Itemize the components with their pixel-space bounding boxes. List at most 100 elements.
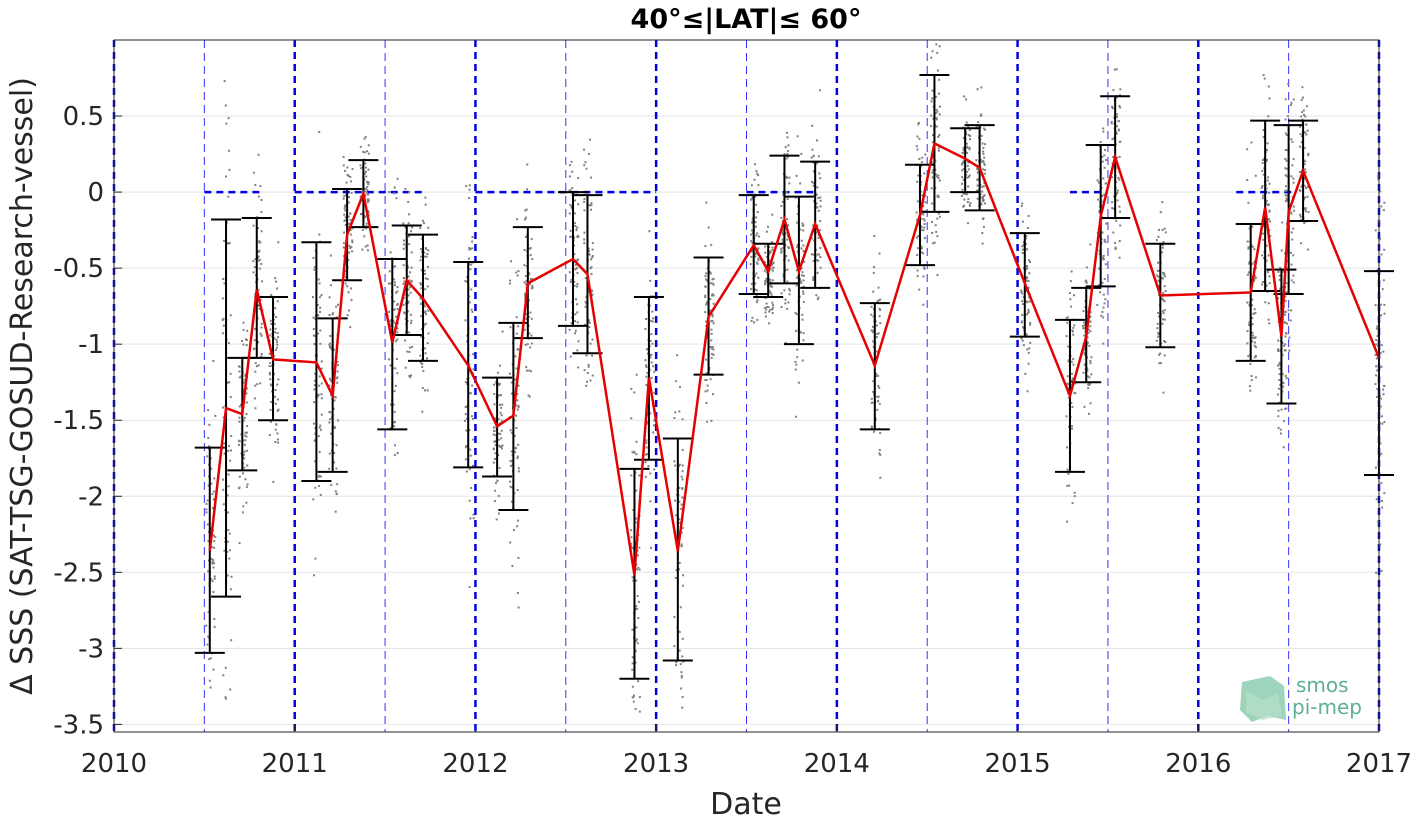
scatter-point bbox=[870, 426, 873, 429]
scatter-point bbox=[755, 170, 758, 173]
scatter-point bbox=[938, 113, 941, 116]
scatter-point bbox=[1027, 351, 1030, 354]
scatter-point bbox=[1118, 205, 1121, 208]
scatter-point bbox=[497, 454, 500, 457]
scatter-point bbox=[1254, 276, 1257, 279]
scatter-point bbox=[313, 574, 316, 577]
scatter-point bbox=[1305, 133, 1308, 136]
scatter-point bbox=[1268, 275, 1271, 278]
scatter-point bbox=[583, 231, 586, 234]
scatter-point bbox=[1261, 162, 1264, 165]
scatter-point bbox=[366, 189, 369, 192]
scatter-point bbox=[819, 196, 822, 199]
scatter-point bbox=[1022, 344, 1025, 347]
scatter-point bbox=[313, 384, 316, 387]
scatter-point bbox=[1248, 262, 1251, 265]
scatter-point bbox=[1070, 305, 1073, 308]
scatter-point bbox=[406, 266, 409, 269]
scatter-point bbox=[1071, 330, 1074, 333]
scatter-point bbox=[818, 172, 821, 175]
scatter-point bbox=[803, 250, 806, 253]
scatter-point bbox=[937, 195, 940, 198]
scatter-point bbox=[365, 191, 368, 194]
scatter-point bbox=[260, 334, 263, 337]
scatter-point bbox=[930, 125, 933, 128]
scatter-point bbox=[1074, 392, 1077, 395]
scatter-point bbox=[1284, 299, 1287, 302]
scatter-point bbox=[1377, 175, 1380, 178]
scatter-point bbox=[800, 267, 803, 270]
scatter-point bbox=[675, 664, 678, 667]
scatter-point bbox=[320, 294, 323, 297]
scatter-point bbox=[877, 332, 880, 335]
scatter-point bbox=[645, 383, 648, 386]
scatter-point bbox=[795, 276, 798, 279]
scatter-point bbox=[226, 511, 229, 514]
scatter-point bbox=[750, 282, 753, 285]
scatter-point bbox=[1087, 387, 1090, 390]
scatter-point bbox=[1290, 231, 1293, 234]
scatter-point bbox=[800, 152, 803, 155]
scatter-point bbox=[206, 499, 209, 502]
scatter-point bbox=[630, 417, 633, 420]
scatter-point bbox=[259, 382, 262, 385]
scatter-point bbox=[1086, 336, 1089, 339]
scatter-point bbox=[931, 176, 934, 179]
scatter-point bbox=[1285, 159, 1288, 162]
scatter-point bbox=[984, 143, 987, 146]
scatter-point bbox=[211, 493, 214, 496]
scatter-point bbox=[590, 208, 593, 211]
scatter-point bbox=[938, 92, 941, 95]
scatter-point bbox=[1066, 520, 1069, 523]
scatter-point bbox=[528, 395, 531, 398]
scatter-point bbox=[500, 414, 503, 417]
scatter-point bbox=[1254, 311, 1257, 314]
scatter-point bbox=[319, 329, 322, 332]
scatter-point bbox=[681, 496, 684, 499]
scatter-point bbox=[470, 288, 473, 291]
scatter-point bbox=[318, 485, 321, 488]
scatter-point bbox=[501, 403, 504, 406]
scatter-point bbox=[349, 175, 352, 178]
scatter-point bbox=[388, 310, 391, 313]
scatter-point bbox=[1025, 333, 1028, 336]
scatter-point bbox=[583, 200, 586, 203]
scatter-point bbox=[517, 519, 520, 522]
scatter-point bbox=[965, 142, 968, 145]
scatter-point bbox=[494, 439, 497, 442]
scatter-point bbox=[569, 355, 572, 358]
scatter-point bbox=[346, 285, 349, 288]
scatter-point bbox=[407, 300, 410, 303]
scatter-point bbox=[591, 256, 594, 259]
scatter-point bbox=[771, 279, 774, 282]
scatter-point bbox=[1103, 239, 1106, 242]
scatter-point bbox=[983, 194, 986, 197]
scatter-point bbox=[1307, 152, 1310, 155]
scatter-point bbox=[920, 251, 923, 254]
scatter-point bbox=[344, 209, 347, 212]
scatter-point bbox=[1157, 332, 1160, 335]
scatter-point bbox=[1300, 141, 1303, 144]
scatter-point bbox=[365, 222, 368, 225]
scatter-point bbox=[681, 478, 684, 481]
scatter-point bbox=[237, 487, 240, 490]
scatter-point bbox=[1104, 241, 1107, 244]
scatter-point bbox=[252, 171, 255, 174]
scatter-point bbox=[268, 433, 271, 436]
scatter-point bbox=[675, 569, 678, 572]
scatter-point bbox=[644, 359, 647, 362]
scatter-point bbox=[206, 523, 209, 526]
scatter-point bbox=[257, 250, 260, 253]
scatter-point bbox=[465, 185, 468, 188]
scatter-point bbox=[1067, 360, 1070, 363]
scatter-point bbox=[427, 265, 430, 268]
scatter-point bbox=[499, 445, 502, 448]
scatter-point bbox=[1250, 379, 1253, 382]
scatter-point bbox=[961, 151, 964, 154]
scatter-point bbox=[931, 220, 934, 223]
scatter-point bbox=[756, 248, 759, 251]
scatter-point bbox=[274, 402, 277, 405]
scatter-point bbox=[755, 272, 758, 275]
scatter-point bbox=[222, 674, 225, 677]
scatter-point bbox=[816, 206, 819, 209]
